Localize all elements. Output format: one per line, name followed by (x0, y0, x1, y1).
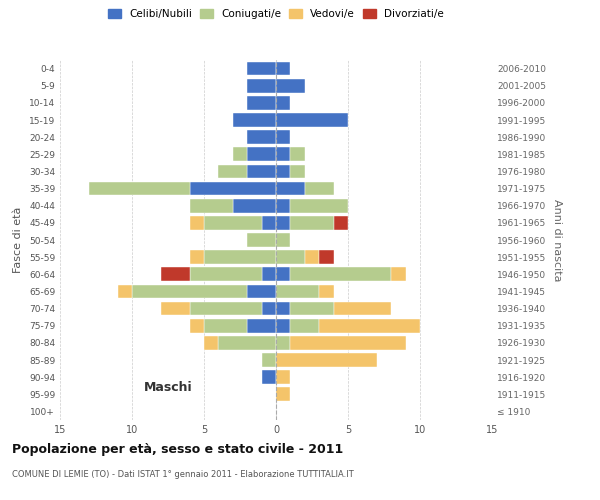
Bar (247, 79, 276, 92)
Bar (276, 130, 290, 144)
Bar (247, 96, 276, 110)
Bar (233, 148, 247, 161)
Bar (290, 302, 334, 316)
Bar (262, 370, 276, 384)
Bar (233, 199, 276, 212)
Bar (190, 199, 233, 212)
Bar (190, 250, 204, 264)
Bar (276, 233, 290, 247)
Bar (218, 164, 247, 178)
Bar (276, 62, 290, 76)
Bar (276, 199, 290, 212)
Bar (391, 268, 406, 281)
Bar (190, 302, 262, 316)
Bar (276, 79, 305, 92)
Bar (247, 130, 276, 144)
Bar (247, 284, 276, 298)
Bar (204, 250, 276, 264)
Bar (247, 62, 276, 76)
Legend: Celibi/Nubili, Coniugati/e, Vedovi/e, Divorziati/e: Celibi/Nubili, Coniugati/e, Vedovi/e, Di… (104, 5, 448, 24)
Bar (190, 268, 262, 281)
Bar (262, 268, 276, 281)
Bar (276, 113, 348, 127)
Bar (247, 148, 276, 161)
Bar (204, 319, 247, 332)
Bar (132, 284, 247, 298)
Bar (190, 216, 204, 230)
Bar (305, 182, 334, 196)
Bar (305, 250, 319, 264)
Text: Maschi: Maschi (0, 499, 1, 500)
Bar (276, 284, 319, 298)
Bar (290, 216, 334, 230)
Bar (276, 96, 290, 110)
Bar (262, 353, 276, 367)
Bar (276, 370, 290, 384)
Bar (247, 233, 276, 247)
Bar (204, 336, 218, 349)
Bar (89, 182, 190, 196)
Text: Femmine: Femmine (0, 499, 1, 500)
Bar (247, 164, 276, 178)
Bar (290, 148, 305, 161)
Bar (262, 302, 276, 316)
Bar (161, 302, 190, 316)
Bar (319, 250, 334, 264)
Bar (262, 216, 276, 230)
Bar (276, 336, 290, 349)
Y-axis label: Fasce di età: Fasce di età (13, 207, 23, 273)
Bar (334, 216, 348, 230)
Bar (319, 319, 420, 332)
Bar (218, 336, 276, 349)
Bar (276, 216, 290, 230)
Bar (276, 148, 290, 161)
Text: Popolazione per età, sesso e stato civile - 2011: Popolazione per età, sesso e stato civil… (12, 442, 343, 456)
Bar (290, 164, 305, 178)
Bar (276, 388, 290, 401)
Bar (276, 319, 290, 332)
Bar (276, 353, 377, 367)
Text: COMUNE DI LEMIE (TO) - Dati ISTAT 1° gennaio 2011 - Elaborazione TUTTITALIA.IT: COMUNE DI LEMIE (TO) - Dati ISTAT 1° gen… (12, 470, 354, 479)
Bar (161, 268, 190, 281)
Text: Maschi: Maschi (143, 380, 193, 394)
Bar (276, 182, 305, 196)
Bar (276, 250, 305, 264)
Bar (276, 302, 290, 316)
Bar (276, 164, 290, 178)
Bar (319, 284, 334, 298)
Bar (334, 302, 391, 316)
Bar (290, 268, 391, 281)
Bar (290, 319, 319, 332)
Bar (190, 182, 276, 196)
Bar (118, 284, 132, 298)
Bar (276, 268, 290, 281)
Bar (190, 319, 204, 332)
Y-axis label: Anni di nascita: Anni di nascita (551, 198, 562, 281)
Bar (290, 336, 406, 349)
Bar (290, 199, 348, 212)
Bar (204, 216, 262, 230)
Bar (233, 113, 276, 127)
Bar (247, 319, 276, 332)
